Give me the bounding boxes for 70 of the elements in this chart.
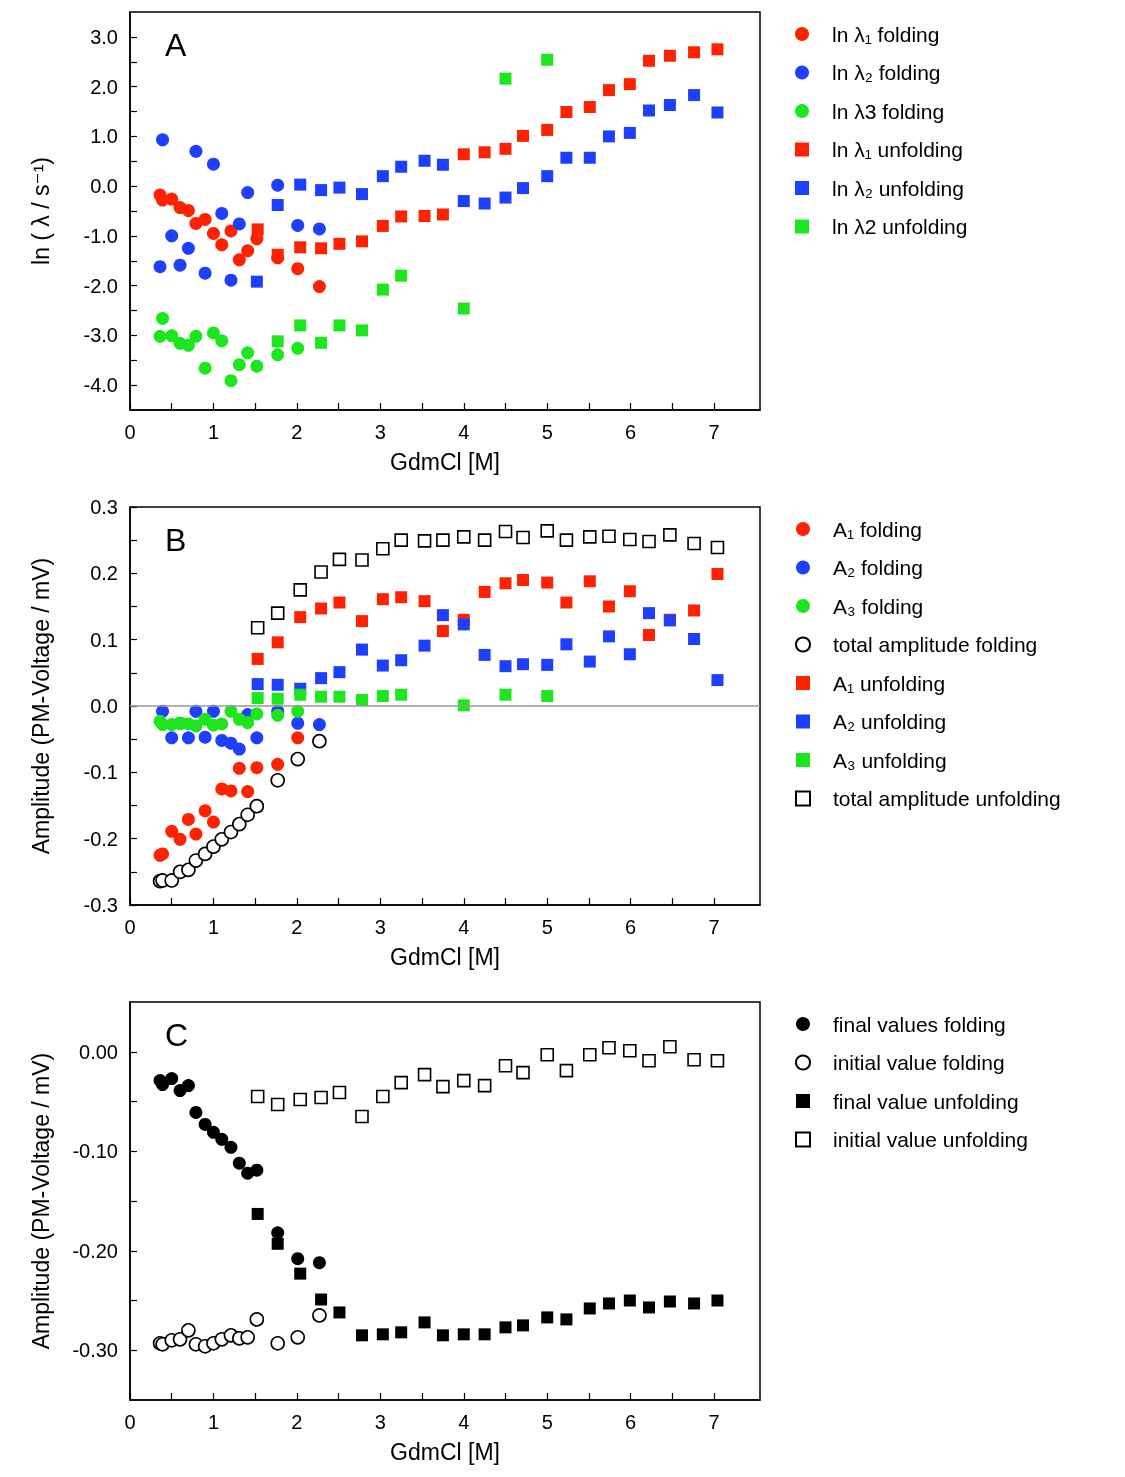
x-tick-label: 6: [625, 421, 637, 443]
y-tick-label: -2.0: [83, 274, 118, 297]
x-axis-title: GdmCl [M]: [390, 448, 500, 475]
y-tick-label: -0.1: [83, 761, 118, 784]
x-tick-label: 4: [458, 1411, 470, 1433]
y-tick-label: -0.2: [83, 827, 118, 850]
y-tick-label: 1.0: [90, 125, 118, 148]
y-tick-label: -1.0: [83, 224, 118, 247]
y-axis-title: Amplitude (PM-Voltage / mV): [27, 1052, 54, 1350]
legend-label: A₁ folding: [833, 517, 922, 541]
legend-label: initial value unfolding: [833, 1128, 1028, 1151]
y-tick-label: 0.3: [90, 496, 118, 518]
legend-label: ln λ2 unfolding: [832, 215, 968, 238]
y-tick-label: 0.2: [90, 562, 118, 585]
y-tick-label: 2.0: [90, 75, 118, 98]
legend-label: ln λ₂ unfolding: [832, 176, 964, 200]
legend-label: A₁ unfolding: [833, 671, 946, 695]
x-tick-label: 3: [374, 421, 386, 443]
y-axis-title: Amplitude (PM-Voltage / mV): [27, 557, 54, 855]
y-tick-label: 0.00: [79, 1040, 118, 1063]
x-tick-label: 5: [541, 421, 553, 443]
x-tick-label: 0: [124, 421, 136, 443]
x-tick-label: 7: [708, 916, 720, 938]
y-tick-label: 0.1: [90, 628, 118, 651]
x-tick-label: 3: [374, 916, 386, 938]
legend-label: ln λ₂ folding: [832, 61, 941, 84]
legend-label: A₃ unfolding: [833, 748, 947, 772]
x-tick-label: 0: [124, 1411, 136, 1433]
x-tick-label: 1: [207, 916, 220, 938]
x-axis-title: GdmCl [M]: [390, 943, 500, 970]
x-tick-label: 1: [207, 1411, 220, 1433]
y-tick-label: 3.0: [90, 25, 118, 48]
y-tick-label: -0.10: [72, 1140, 118, 1163]
x-tick-label: 6: [625, 916, 637, 938]
y-tick-label: -0.30: [72, 1339, 118, 1362]
x-tick-label: 7: [708, 421, 720, 443]
text: A: [165, 27, 187, 63]
y-tick-label: -3.0: [83, 324, 118, 347]
legend-label: initial value folding: [833, 1051, 1005, 1074]
text: B: [165, 522, 187, 558]
y-tick-label: -0.20: [72, 1239, 118, 1262]
x-tick-label: 4: [458, 916, 470, 938]
legend-label: A₃ folding: [833, 594, 924, 618]
x-tick-label: 4: [458, 421, 470, 443]
y-tick-label: -0.3: [83, 894, 118, 916]
x-tick-label: 5: [541, 1411, 553, 1433]
text: C: [165, 1017, 189, 1053]
x-tick-label: 3: [374, 1411, 386, 1433]
legend-label: total amplitude folding: [833, 633, 1038, 656]
y-tick-label: 0.0: [90, 175, 118, 198]
y-axis-title: ln ( λ / s⁻¹): [27, 157, 54, 265]
x-tick-label: 2: [291, 421, 303, 443]
legend-label: final values folding: [833, 1012, 1006, 1036]
legend-label: ln λ3 folding: [832, 99, 945, 123]
x-tick-label: 2: [291, 1411, 303, 1433]
legend-label: A₂ unfolding: [833, 710, 947, 733]
y-tick-label: -4.0: [83, 374, 118, 397]
legend-label: total amplitude unfolding: [833, 787, 1061, 810]
x-tick-label: 0: [124, 916, 136, 938]
x-tick-label: 7: [708, 1411, 720, 1433]
legend-label: ln λ₁ folding: [832, 22, 940, 46]
x-axis-title: GdmCl [M]: [390, 1438, 500, 1465]
x-tick-label: 6: [625, 1411, 637, 1433]
legend-label: A₂ folding: [833, 556, 923, 579]
y-tick-label: 0.0: [90, 695, 118, 717]
legend-label: ln λ₁ unfolding: [832, 138, 963, 161]
x-tick-label: 5: [541, 916, 553, 938]
x-tick-label: 1: [207, 421, 220, 443]
legend-label: final value unfolding: [833, 1089, 1019, 1113]
x-tick-label: 2: [291, 916, 303, 938]
